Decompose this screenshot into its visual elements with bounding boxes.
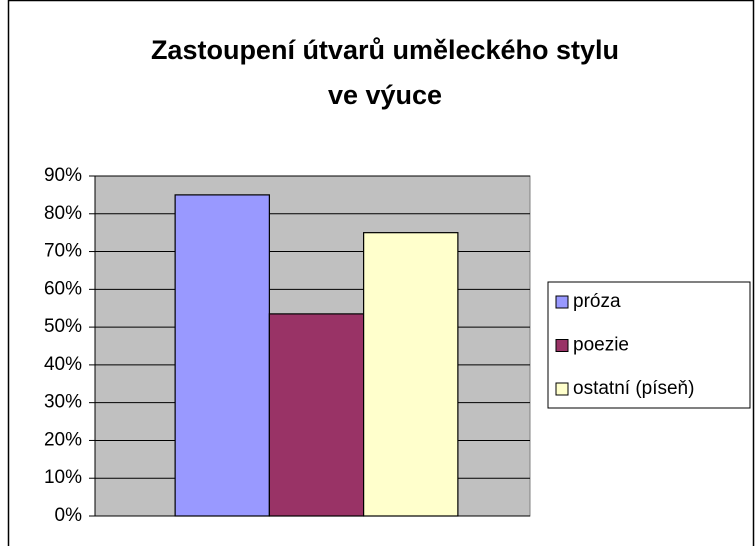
legend-label: poezie bbox=[573, 335, 629, 356]
y-tick-label: 30% bbox=[44, 392, 82, 413]
y-tick-label: 90% bbox=[44, 165, 82, 186]
chart-title: ve výuce bbox=[328, 80, 442, 110]
bar bbox=[363, 232, 459, 517]
legend-swatch bbox=[555, 295, 569, 309]
bar bbox=[174, 194, 270, 517]
y-tick-label: 80% bbox=[44, 203, 82, 224]
chart-title: Zastoupení útvarů uměleckého stylu bbox=[151, 35, 619, 65]
y-tick-label: 50% bbox=[44, 316, 82, 337]
legend-swatch bbox=[555, 382, 569, 396]
y-tick-label: 60% bbox=[44, 278, 82, 299]
bar bbox=[268, 313, 365, 517]
legend-box bbox=[547, 281, 751, 409]
legend-label: ostatní (píseň) bbox=[573, 378, 694, 399]
y-tick-label: 10% bbox=[44, 467, 82, 488]
y-tick-label: 40% bbox=[44, 354, 82, 375]
y-tick-label: 70% bbox=[44, 241, 82, 262]
y-tick-label: 20% bbox=[44, 429, 82, 450]
legend-label: próza bbox=[573, 291, 621, 312]
legend-swatch bbox=[555, 339, 569, 352]
y-tick-label: 0% bbox=[55, 505, 83, 526]
